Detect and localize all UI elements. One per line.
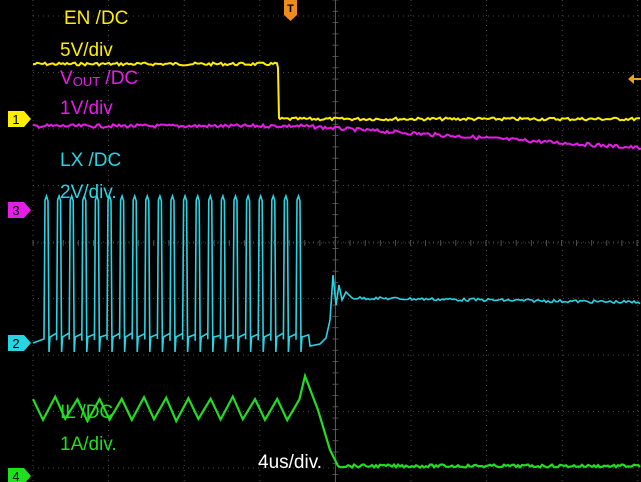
ch2-trace xyxy=(33,124,641,149)
ch4-ground-marker-arrow xyxy=(24,468,31,482)
ch1-scale-label: 5V/div xyxy=(60,40,113,62)
trigger-position-marker[interactable]: T xyxy=(284,0,297,21)
ch1-name-label: EN /DC xyxy=(64,8,128,30)
ch3-ground-marker-label: 2 xyxy=(12,336,19,351)
ch1-ground-marker-arrow xyxy=(24,111,31,127)
ch4-ground-marker[interactable]: 4 xyxy=(8,468,31,482)
ch2-ground-marker[interactable]: 3 xyxy=(8,202,31,218)
ch3-name-label: LX /DC xyxy=(60,150,121,172)
ch2-scale-label: 1V/div xyxy=(60,98,113,120)
ch2-name-label: VOUT /DC xyxy=(60,68,138,93)
ch2-name-main: V xyxy=(60,68,73,89)
ch1-ground-marker[interactable]: 1 xyxy=(8,111,31,127)
trigger-marker-arrow xyxy=(284,15,297,21)
ch2-name-rest: /DC xyxy=(100,68,138,89)
timebase-label: 4us/div. xyxy=(258,452,322,474)
ch2-ground-marker-arrow xyxy=(24,202,31,218)
trigger-level-marker[interactable] xyxy=(628,74,641,84)
ch1-ground-marker-label: 1 xyxy=(12,112,19,127)
ch3-ground-marker-arrow xyxy=(24,335,31,351)
ch3-trace xyxy=(33,196,640,352)
ch3-scale-label: 2V/div. xyxy=(60,182,117,204)
ch3-ground-marker[interactable]: 2 xyxy=(8,335,31,351)
ch4-name-label: IL /DC xyxy=(60,402,113,424)
ch4-scale-label: 1A/div. xyxy=(60,434,117,456)
ch4-ground-marker-label: 4 xyxy=(12,469,19,482)
ch2-ground-marker-label: 3 xyxy=(12,203,19,218)
trigger-marker-label: T xyxy=(287,3,294,15)
ch2-name-sub: OUT xyxy=(73,74,100,89)
ch4-trace xyxy=(33,376,640,468)
